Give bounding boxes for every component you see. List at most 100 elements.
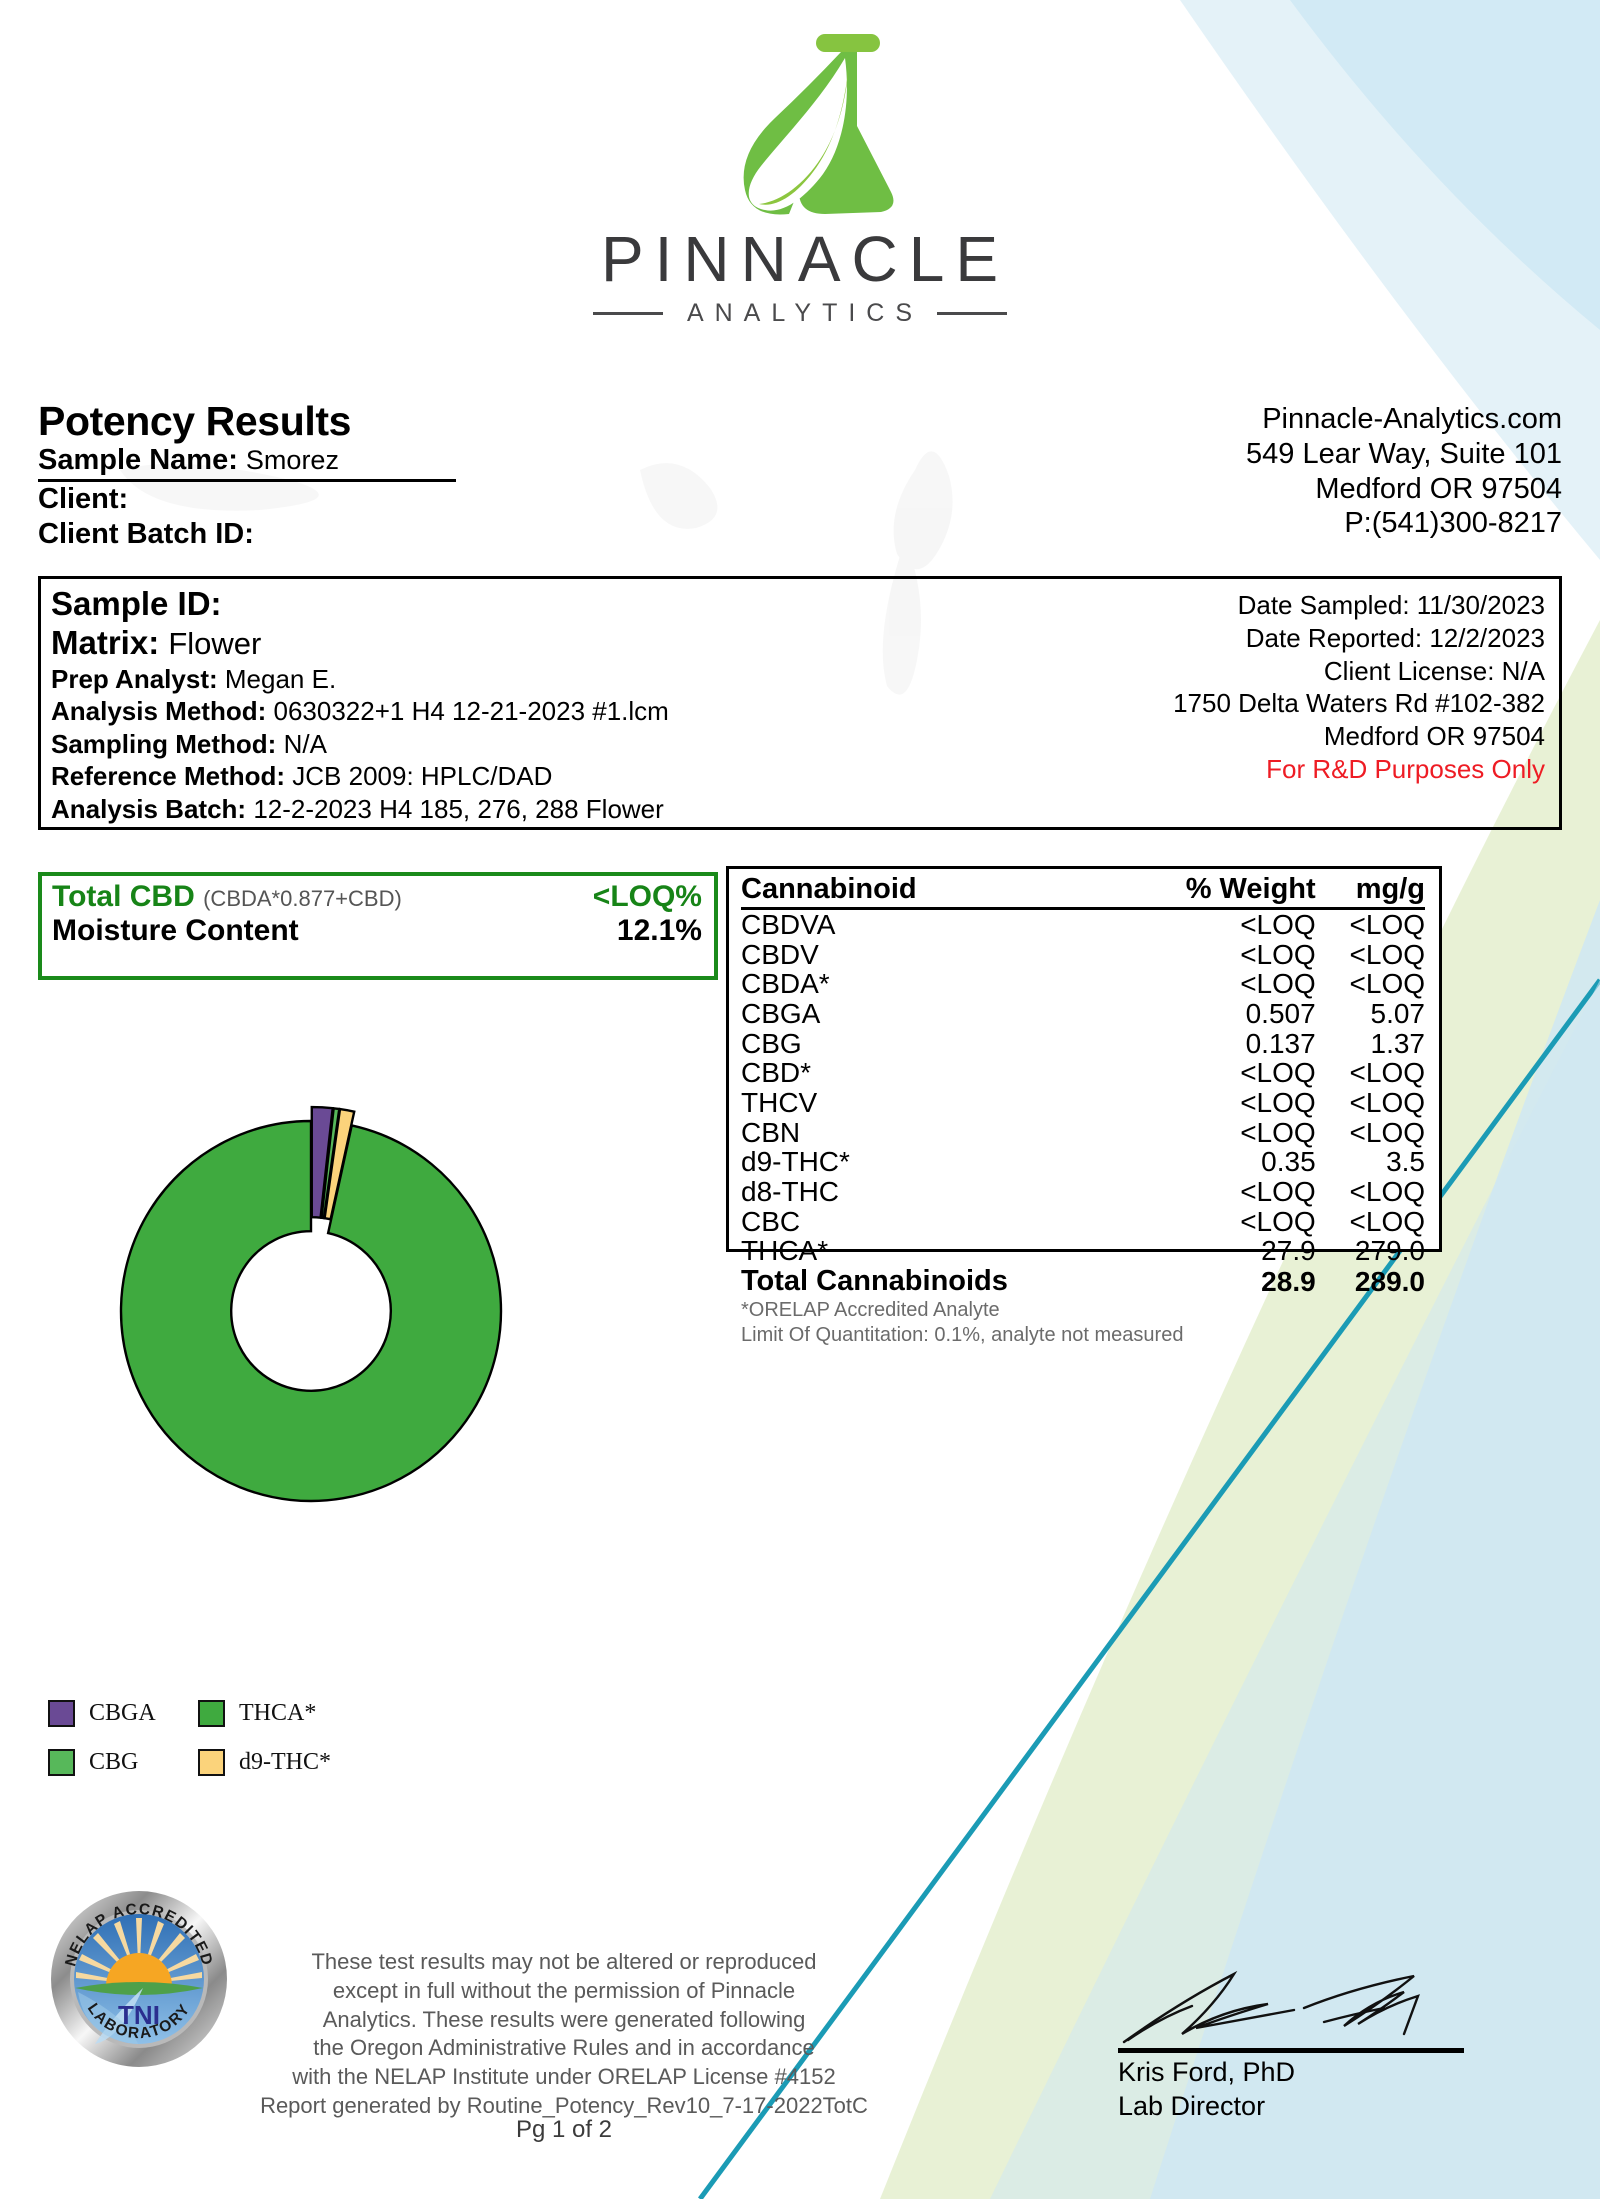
table-row: CBD* <LOQ <LOQ [741, 1058, 1425, 1088]
legend-swatch-icon [48, 1749, 75, 1776]
cell-analyte-name: CBGA [741, 998, 821, 1030]
seal-center-text: TNI [118, 2000, 160, 2030]
flask-leaf-icon [743, 34, 894, 215]
legend-swatch-icon [48, 1700, 75, 1727]
summary-box: Total CBD (CBDA*0.877+CBD) <LOQ% Moistur… [38, 872, 718, 980]
cell-percent-weight: <LOQ [1240, 1176, 1316, 1208]
cell-analyte-name: THCA* [741, 1235, 829, 1267]
wordmark-rule-right [937, 312, 1008, 315]
table-row: CBGA 0.507 5.07 [741, 999, 1425, 1029]
table-row: d9-THC* 0.35 3.5 [741, 1147, 1425, 1177]
cell-mgg: 279.0 [1354, 1235, 1425, 1267]
legend-item: THCA* [198, 1700, 348, 1727]
table-header-row: Cannabinoid % Weight mg/g [741, 873, 1425, 910]
client-license: Client License: N/A [1323, 655, 1545, 686]
cell-mgg: <LOQ [1349, 968, 1425, 1000]
matrix-value: Flower [168, 625, 262, 661]
reference-method-value: JCB 2009: HPLC/DAD [292, 761, 553, 792]
wordmark-secondary: ANALYTICS [686, 299, 924, 327]
cell-mgg: 5.07 [1370, 998, 1426, 1030]
disclaimer-line: These test results may not be altered or… [311, 1949, 817, 1974]
total-cbd-formula: (CBDA*0.877+CBD) [203, 886, 402, 911]
disclaimer-line: except in full without the permission of… [332, 1977, 796, 2003]
legend-swatch-icon [198, 1749, 225, 1776]
column-header-mgg: mg/g [1315, 873, 1425, 910]
cell-mgg: <LOQ [1349, 1205, 1425, 1237]
reference-method-field: Reference Method: JCB 2009: HPLC/DAD [51, 760, 931, 793]
nelap-accredited-seal: TNI NELAP ACCREDITED LABORATORY [51, 1891, 227, 2067]
matrix-field: Matrix: Flower [51, 624, 931, 663]
analysis-method-label: Analysis Method: [51, 696, 267, 727]
total-cbd-row: Total CBD (CBDA*0.877+CBD) <LOQ% [52, 880, 702, 914]
cell-mgg: <LOQ [1349, 1176, 1425, 1208]
cell-mgg: 1.37 [1370, 1027, 1426, 1059]
cell-analyte-name: CBC [741, 1205, 801, 1237]
column-header-cannabinoid: Cannabinoid [741, 873, 1128, 910]
cell-mgg: <LOQ [1349, 909, 1425, 940]
brand-logo: PINNACLE ANALYTICS [0, 28, 1600, 328]
analysis-method-field: Analysis Method: 0630322+1 H4 12-21-2023… [51, 695, 931, 728]
sample-info-box: Sample ID: Matrix: Flower Prep Analyst: … [38, 576, 1562, 830]
disclaimer-line: Analytics. These results were generated … [322, 2006, 806, 2032]
matrix-label: Matrix: [51, 623, 160, 661]
legend-label: CBG [89, 1749, 139, 1775]
legend-label: THCA* [239, 1700, 317, 1726]
prep-analyst-value: Megan E. [224, 663, 337, 694]
loq-note: Limit Of Quantitation: 0.1%, analyte not… [741, 1323, 1184, 1346]
moisture-value: 12.1% [616, 914, 702, 947]
total-cbd-value: <LOQ% [592, 880, 702, 913]
wordmark-primary: PINNACLE [600, 223, 1010, 295]
date-sampled: Date Sampled: 11/30/2023 [1237, 590, 1545, 620]
cell-percent-weight: <LOQ [1240, 968, 1316, 1000]
cell-analyte-name: CBDA* [741, 968, 830, 1000]
disclaimer-line: with the NELAP Institute under ORELAP Li… [292, 2064, 836, 2090]
lab-address-line2: Medford OR 97504 [1315, 472, 1562, 505]
cannabinoid-donut-chart [119, 1105, 503, 1503]
reference-method-label: Reference Method: [51, 761, 286, 792]
signature-icon [1122, 1970, 1420, 2044]
client-batch-label: Client Batch ID: [38, 518, 254, 551]
table-row: d8-THC <LOQ <LOQ [741, 1177, 1425, 1207]
analysis-batch-field: Analysis Batch: 12-2-2023 H4 185, 276, 2… [51, 793, 931, 826]
wordmark-rule-left [592, 312, 663, 315]
cell-percent-weight: <LOQ [1240, 1205, 1316, 1237]
cell-percent-weight: <LOQ [1240, 1057, 1316, 1089]
signature-rule [1118, 2048, 1464, 2053]
sample-id-field: Sample ID: [51, 585, 931, 624]
table-row: CBDVA <LOQ <LOQ [741, 909, 1425, 940]
cell-percent-weight: <LOQ [1240, 938, 1316, 970]
prep-analyst-field: Prep Analyst: Megan E. [51, 663, 931, 696]
sample-id-label: Sample ID: [51, 585, 222, 622]
cell-percent-weight: <LOQ [1240, 1116, 1316, 1148]
signer-name: Kris Ford, PhD [1118, 2057, 1296, 2087]
table-row: CBG 0.137 1.37 [741, 1029, 1425, 1059]
cell-mgg: <LOQ [1349, 1087, 1425, 1119]
lab-city-state-zip: Medford OR 97504 [1323, 721, 1545, 751]
lab-phone: P:(541)300-8217 [1344, 507, 1562, 540]
cell-analyte-name: d8-THC [741, 1176, 840, 1208]
analysis-method-value: 0630322+1 H4 12-21-2023 #1.lcm [273, 696, 669, 727]
cell-analyte-name: CBG [741, 1027, 802, 1059]
cell-percent-weight: 0.35 [1261, 1146, 1316, 1178]
cell-analyte-name: THCV [741, 1087, 818, 1119]
disclaimer-line: the Oregon Administrative Rules and in a… [313, 2035, 815, 2061]
legend-label: CBGA [89, 1700, 156, 1726]
cell-analyte-name: CBN [741, 1116, 801, 1148]
table-row: CBDV <LOQ <LOQ [741, 938, 1425, 970]
cannabinoid-results-table: Cannabinoid % Weight mg/g CBDVA <LOQ <LOQ C… [726, 866, 1442, 1346]
signature-block: Kris Ford, PhD Lab Director [1118, 1962, 1498, 2121]
cell-mgg: <LOQ [1349, 1116, 1425, 1148]
total-cbd-label: Total CBD [52, 880, 195, 913]
table-row: CBC <LOQ <LOQ [741, 1207, 1425, 1237]
cell-analyte-name: CBDVA [741, 909, 836, 940]
cell-percent-weight: 0.137 [1245, 1027, 1316, 1059]
cell-mgg: <LOQ [1349, 1057, 1425, 1089]
report-header: Potency Results Sample Name: Smorez Clie… [38, 400, 1562, 553]
legend-item: d9-THC* [198, 1749, 348, 1776]
lab-address-line1: 549 Lear Way, Suite 101 [1246, 437, 1562, 470]
client-field: Client: [38, 482, 678, 517]
cell-percent-weight: 27.9 [1261, 1235, 1316, 1267]
cell-analyte-name: d9-THC* [741, 1146, 850, 1178]
prep-analyst-label: Prep Analyst: [51, 663, 218, 694]
cell-total-mgg: 289.0 [1354, 1265, 1425, 1297]
